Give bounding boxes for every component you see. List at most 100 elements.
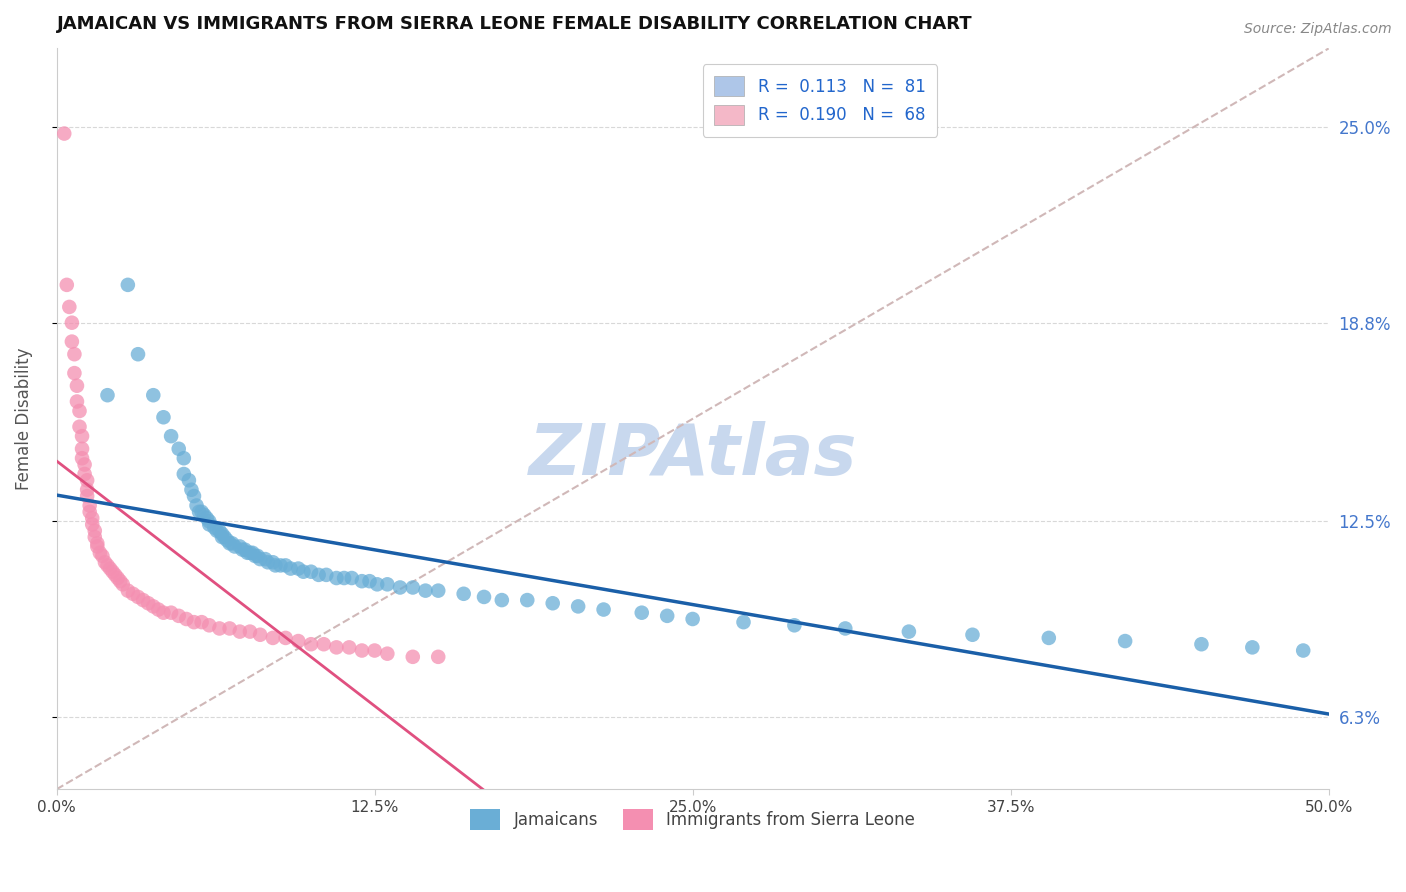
Point <box>233 542 256 557</box>
Point <box>183 489 205 503</box>
Point <box>167 608 190 623</box>
Point <box>79 499 101 513</box>
Point <box>402 581 425 595</box>
Point <box>427 583 450 598</box>
Point <box>70 451 93 466</box>
Point <box>198 517 221 532</box>
Point <box>91 549 114 563</box>
Point <box>73 458 96 472</box>
Point <box>221 536 243 550</box>
Point <box>96 558 118 573</box>
Point <box>472 590 495 604</box>
Point <box>173 467 195 481</box>
Point <box>1114 634 1136 648</box>
Point <box>375 647 398 661</box>
Point <box>53 127 76 141</box>
Point <box>56 277 79 292</box>
Point <box>541 596 564 610</box>
Point <box>325 571 347 585</box>
Point <box>262 555 284 569</box>
Point <box>83 530 105 544</box>
Point <box>205 524 228 538</box>
Point <box>86 540 108 554</box>
Point <box>375 577 398 591</box>
Point <box>73 467 96 481</box>
Point <box>249 628 271 642</box>
Point <box>127 590 149 604</box>
Point <box>389 581 412 595</box>
Point <box>218 536 240 550</box>
Point <box>211 530 233 544</box>
Point <box>491 593 513 607</box>
Point <box>66 378 89 392</box>
Point <box>243 549 266 563</box>
Point <box>180 483 202 497</box>
Point <box>274 558 297 573</box>
Point <box>350 643 373 657</box>
Point <box>287 634 309 648</box>
Point <box>299 565 322 579</box>
Point <box>516 593 538 607</box>
Point <box>63 366 86 380</box>
Point <box>82 517 104 532</box>
Text: Source: ZipAtlas.com: Source: ZipAtlas.com <box>1244 22 1392 37</box>
Point <box>208 622 231 636</box>
Point <box>246 549 269 563</box>
Point <box>415 583 437 598</box>
Point <box>567 599 589 614</box>
Point <box>66 394 89 409</box>
Point <box>218 622 240 636</box>
Point <box>897 624 920 639</box>
Point <box>1038 631 1060 645</box>
Point <box>160 429 183 443</box>
Point <box>111 577 134 591</box>
Point <box>132 593 155 607</box>
Point <box>127 347 149 361</box>
Point <box>101 565 124 579</box>
Point <box>82 511 104 525</box>
Point <box>142 388 165 402</box>
Point <box>269 558 291 573</box>
Point <box>359 574 381 589</box>
Point <box>152 410 174 425</box>
Point <box>70 442 93 456</box>
Point <box>783 618 806 632</box>
Point <box>262 631 284 645</box>
Point <box>79 505 101 519</box>
Point <box>315 567 337 582</box>
Point <box>239 624 262 639</box>
Point <box>176 612 198 626</box>
Point <box>89 546 111 560</box>
Point <box>208 524 231 538</box>
Point <box>224 540 246 554</box>
Point <box>215 533 238 548</box>
Point <box>453 587 475 601</box>
Point <box>177 473 200 487</box>
Point <box>76 489 98 503</box>
Point <box>107 571 129 585</box>
Point <box>83 524 105 538</box>
Point <box>122 587 145 601</box>
Point <box>254 552 277 566</box>
Point <box>211 527 233 541</box>
Point <box>214 530 236 544</box>
Point <box>173 451 195 466</box>
Point <box>198 618 221 632</box>
Point <box>236 546 259 560</box>
Point <box>167 442 190 456</box>
Point <box>58 300 80 314</box>
Point <box>110 574 132 589</box>
Point <box>249 552 271 566</box>
Point <box>96 388 118 402</box>
Point <box>264 558 287 573</box>
Point <box>202 520 225 534</box>
Point <box>190 505 212 519</box>
Point <box>657 608 679 623</box>
Point <box>1292 643 1315 657</box>
Point <box>104 567 127 582</box>
Point <box>308 567 330 582</box>
Point <box>363 643 385 657</box>
Point <box>195 511 218 525</box>
Point <box>333 571 356 585</box>
Point <box>193 508 215 522</box>
